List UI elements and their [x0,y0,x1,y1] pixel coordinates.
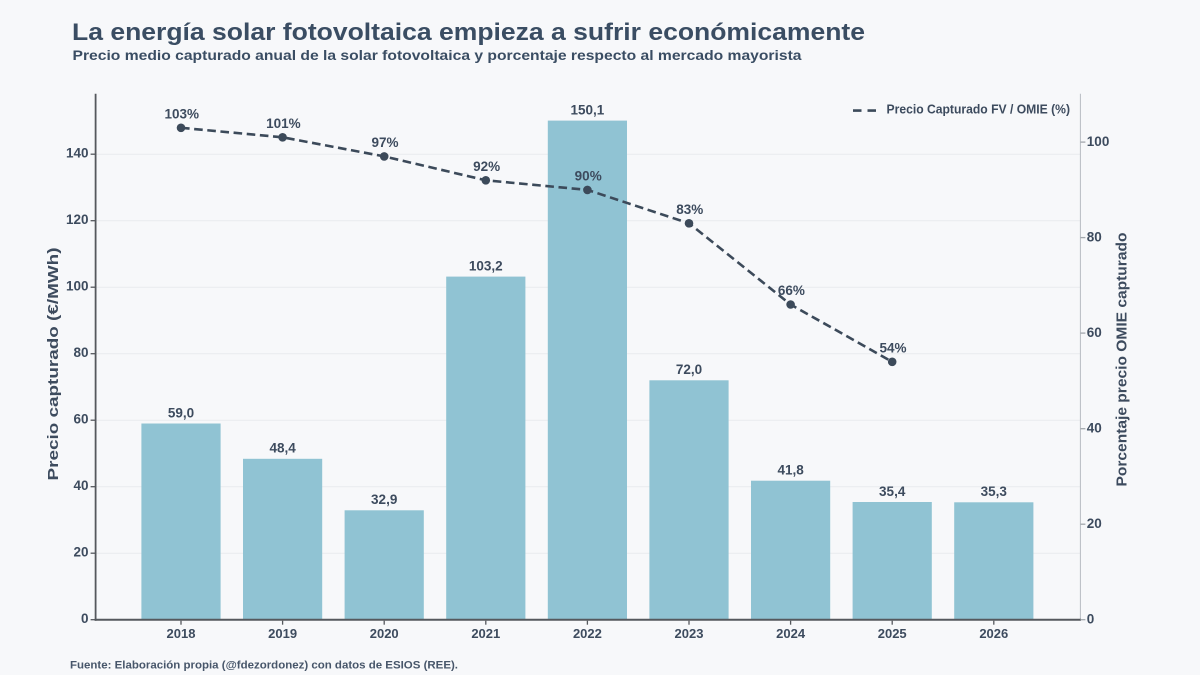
svg-text:101%: 101% [266,116,301,131]
svg-text:103,2: 103,2 [469,259,503,274]
svg-text:100: 100 [66,279,89,294]
svg-text:2018: 2018 [167,626,196,641]
svg-text:66%: 66% [778,283,805,298]
svg-text:59,0: 59,0 [168,405,194,420]
svg-text:2020: 2020 [370,626,399,641]
svg-text:60: 60 [1087,325,1102,340]
svg-text:48,4: 48,4 [269,441,296,456]
svg-text:2019: 2019 [268,626,297,641]
svg-text:2026: 2026 [979,626,1008,641]
svg-text:100: 100 [1087,134,1110,149]
svg-text:120: 120 [66,212,89,227]
svg-text:103%: 103% [165,106,200,121]
svg-text:20: 20 [1087,516,1102,531]
svg-text:150,1: 150,1 [571,103,605,118]
svg-text:Fuente: Elaboración propia (@f: Fuente: Elaboración propia (@fdezordonez… [70,660,458,672]
svg-text:20: 20 [73,545,88,560]
svg-text:54%: 54% [879,340,906,355]
svg-text:Precio medio capturado anual d: Precio medio capturado anual de la solar… [73,48,802,63]
svg-text:2023: 2023 [675,626,704,641]
svg-text:2021: 2021 [471,626,500,641]
svg-text:0: 0 [1087,612,1095,627]
svg-text:90%: 90% [575,168,602,183]
svg-text:32,9: 32,9 [371,492,397,507]
svg-text:83%: 83% [676,202,703,217]
svg-text:2022: 2022 [573,626,602,641]
svg-text:41,8: 41,8 [777,463,804,478]
svg-text:35,3: 35,3 [981,484,1008,499]
svg-text:72,0: 72,0 [676,362,702,377]
svg-text:35,4: 35,4 [879,484,906,499]
svg-text:60: 60 [73,412,88,427]
svg-text:80: 80 [73,345,88,360]
svg-text:40: 40 [73,478,88,493]
svg-text:La energía solar fotovoltaica: La energía solar fotovoltaica empieza a … [72,19,865,46]
svg-text:Porcentaje precio OMIE captura: Porcentaje precio OMIE capturado [1114,232,1130,486]
svg-text:80: 80 [1087,229,1102,244]
svg-text:Precio Capturado FV / OMIE (%): Precio Capturado FV / OMIE (%) [887,102,1071,117]
svg-text:2024: 2024 [776,626,806,641]
svg-text:92%: 92% [473,159,500,174]
svg-text:40: 40 [1087,421,1102,436]
svg-text:Precio capturado (€/MWh): Precio capturado (€/MWh) [46,247,62,480]
svg-text:0: 0 [81,611,89,626]
svg-text:97%: 97% [371,135,398,150]
svg-text:2025: 2025 [878,626,907,641]
svg-text:140: 140 [66,146,89,161]
